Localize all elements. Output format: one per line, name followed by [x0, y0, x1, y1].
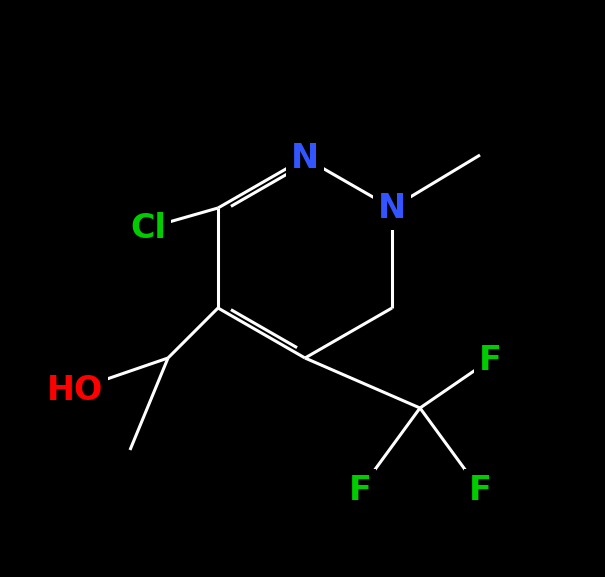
Text: F: F	[468, 474, 491, 507]
Text: F: F	[348, 474, 371, 507]
Text: F: F	[479, 343, 502, 377]
Text: N: N	[291, 141, 319, 174]
Text: Cl: Cl	[130, 212, 166, 245]
Text: N: N	[378, 192, 406, 224]
Text: HO: HO	[47, 373, 103, 407]
